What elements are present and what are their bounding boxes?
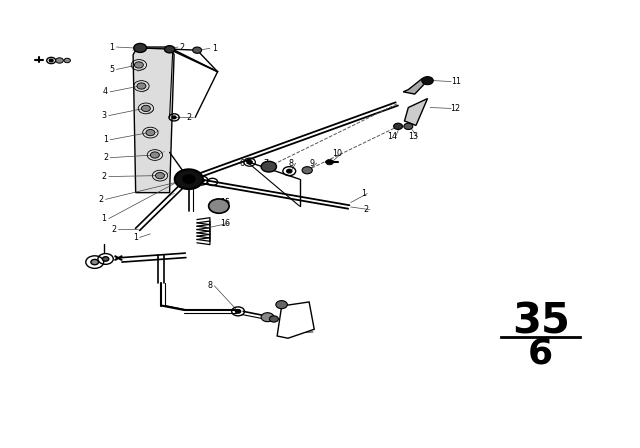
Circle shape [141, 105, 150, 112]
Circle shape [199, 179, 204, 182]
Text: 35: 35 [512, 301, 570, 343]
Text: 2: 2 [180, 43, 185, 52]
Text: 8: 8 [289, 159, 294, 168]
Circle shape [302, 167, 312, 174]
Text: 13: 13 [408, 132, 418, 141]
Text: 5: 5 [109, 65, 115, 74]
Circle shape [394, 123, 403, 129]
Text: 2: 2 [99, 195, 104, 204]
Polygon shape [277, 302, 314, 338]
Text: 15: 15 [220, 198, 230, 207]
Circle shape [172, 116, 176, 119]
Circle shape [146, 129, 155, 136]
Circle shape [134, 43, 147, 52]
Circle shape [276, 301, 287, 309]
Polygon shape [133, 47, 174, 193]
Text: 1: 1 [103, 135, 108, 144]
Text: 8: 8 [207, 281, 212, 290]
Circle shape [137, 83, 146, 89]
Circle shape [422, 77, 433, 85]
Circle shape [91, 259, 99, 265]
Circle shape [164, 46, 175, 53]
Text: 1: 1 [101, 214, 106, 223]
Circle shape [261, 161, 276, 172]
Circle shape [134, 62, 143, 68]
Circle shape [56, 58, 63, 63]
Circle shape [236, 310, 241, 313]
Circle shape [209, 199, 229, 213]
Text: 2: 2 [101, 172, 106, 181]
Circle shape [156, 172, 164, 179]
Text: 6: 6 [239, 159, 244, 168]
Circle shape [269, 316, 278, 322]
Circle shape [64, 58, 70, 63]
Circle shape [102, 257, 109, 261]
Circle shape [326, 159, 333, 165]
Circle shape [287, 169, 292, 173]
Polygon shape [404, 99, 428, 125]
Text: 2: 2 [364, 205, 369, 214]
Circle shape [193, 47, 202, 53]
Text: 1: 1 [212, 44, 217, 53]
Text: 6: 6 [528, 337, 554, 371]
Text: 1: 1 [133, 233, 138, 242]
Text: 7: 7 [263, 159, 268, 168]
Text: 14: 14 [387, 132, 397, 141]
Polygon shape [403, 78, 428, 94]
Text: 2: 2 [186, 113, 191, 122]
Text: 4: 4 [103, 87, 108, 96]
Circle shape [49, 59, 53, 62]
Circle shape [247, 160, 252, 164]
Text: 12: 12 [451, 104, 461, 113]
Text: 9: 9 [310, 159, 315, 168]
Text: 11: 11 [451, 77, 461, 86]
Text: 10: 10 [332, 149, 342, 158]
Text: 2: 2 [111, 225, 116, 234]
Text: 1: 1 [109, 43, 115, 52]
Circle shape [404, 123, 413, 129]
Circle shape [175, 169, 203, 189]
Text: 2: 2 [103, 153, 108, 162]
Text: 16: 16 [220, 219, 230, 228]
Circle shape [150, 152, 159, 158]
Text: 1: 1 [361, 189, 366, 198]
Circle shape [261, 313, 274, 322]
Text: 3: 3 [101, 111, 106, 120]
Circle shape [182, 175, 195, 184]
